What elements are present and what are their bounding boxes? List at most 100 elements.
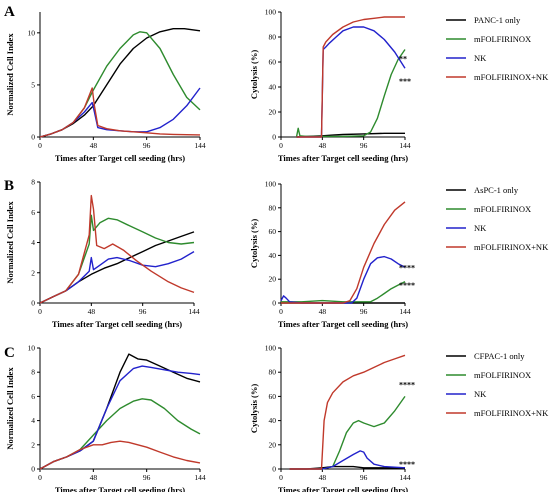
panel-letter-b: B [4,178,14,194]
series-line-mfolfirinox-nk [39,194,195,304]
series-line-mfolfirinox [281,280,406,303]
x-axis-title: Times after Target cell seeding (hrs) [52,319,182,329]
x-tick-label: 96 [143,473,151,482]
legends-layer: PANC-1 onlymFOLFIRINOXNKmFOLFIRINOX+NKAs… [446,15,549,418]
series-line-mfolfirinox-nk [39,440,201,470]
y-tick-label: 0 [31,133,35,142]
series-line-nk [289,450,406,470]
significance-annotation: **** [399,281,415,290]
y-tick-label: 20 [269,108,277,117]
chart-4: 0 48 96 144 0 20 40 60 80 100 Times after Target c… [249,180,415,330]
significance-annotation: **** [399,460,415,469]
chart-6: 0 48 96 144 0 20 40 60 80 100 Times after Target c… [249,344,415,492]
series-line-nk [39,87,201,138]
y-axis-title: Cytolysis (%) [249,384,259,434]
x-tick-label: 48 [90,473,98,482]
legend-label: mFOLFIRINOX [474,34,531,44]
x-tick-label: 96 [360,473,368,482]
y-tick-label: 8 [31,178,35,187]
x-tick-label: 48 [319,141,327,150]
legend-a: PANC-1 only mFOLFIRINOX NK mFOLFIRINOX+NK [446,15,549,82]
chart-1: 0 48 96 144 0 5 10 Times after Target cell seed… [5,12,206,163]
y-tick-label: 100 [265,344,277,353]
y-tick-label: 20 [269,440,277,449]
legend-label: mFOLFIRINOX+NK [474,408,549,418]
series-line-mfolfirinox [295,49,406,138]
legend-label: NK [474,223,487,233]
x-axis-title: Times after Target cell seeding (hrs) [55,485,185,492]
x-tick-label: 96 [360,307,368,316]
significance-annotation: **** [399,380,415,389]
legend-c: CFPAC-1 only mFOLFIRINOX NK mFOLFIRINOX+NK [446,351,549,418]
series-line-mfolfirinox [39,31,201,138]
y-tick-label: 40 [269,416,277,425]
y-tick-label: 2 [31,440,35,449]
y-tick-label: 4 [31,416,35,425]
series-line-nk [280,255,406,304]
series-line-mfolfirinox-nk [289,354,406,470]
y-axis-title: Normalized Cell Index [5,201,15,284]
y-tick-label: 0 [31,465,35,474]
chart-2: 0 48 96 144 0 20 40 60 80 100 Times after Target c… [249,8,411,164]
series-line-nk [39,365,201,470]
legend-label: mFOLFIRINOX+NK [474,72,549,82]
series-line-mfolfirinox-nk [281,201,406,304]
y-tick-label: 10 [28,344,36,353]
x-tick-label: 144 [188,307,200,316]
legend-label: PANC-1 only [474,15,521,25]
y-tick-label: 6 [31,208,35,217]
y-axis-title: Cytolysis (%) [249,50,259,100]
x-tick-label: 144 [194,141,206,150]
x-tick-label: 48 [88,307,96,316]
panel-letter-c: C [4,345,15,361]
x-tick-label: 96 [139,307,147,316]
y-tick-label: 0 [272,133,276,142]
x-tick-label: 48 [319,473,327,482]
y-tick-label: 0 [31,299,35,308]
y-axis-title: Cytolysis (%) [249,219,259,269]
y-tick-label: 0 [272,465,276,474]
y-tick-label: 40 [269,83,277,92]
x-axis-title: Times after Target cell seeding (hrs) [278,485,408,492]
x-axis-title: Times after Target cell seeding (hrs) [55,153,185,163]
y-axis-title: Normalized Cell Index [5,367,15,450]
x-tick-label: 48 [319,307,327,316]
x-tick-label: 144 [399,307,411,316]
y-tick-label: 10 [28,28,36,37]
y-tick-label: 80 [269,33,277,42]
legend-b: AsPC-1 only mFOLFIRINOX NK mFOLFIRINOX+NK [446,185,549,252]
x-tick-label: 48 [90,141,98,150]
legend-label: mFOLFIRINOX [474,204,531,214]
y-tick-label: 6 [31,392,35,401]
y-axis-title: Normalized Cell Index [5,33,15,116]
significance-annotation: ** [399,54,407,63]
y-tick-label: 20 [269,275,277,284]
series-line-mfolfirinox-nk [296,16,405,138]
chart-3: 0 48 96 144 0 2 4 6 8 Times after Target cell see… [5,178,200,330]
y-tick-label: 100 [265,180,277,189]
y-tick-label: 60 [269,58,277,67]
y-tick-label: 100 [265,8,277,17]
x-tick-label: 144 [194,473,206,482]
y-tick-label: 2 [31,268,35,277]
x-axis-title: Times after Target cell seeding (hrs) [278,153,408,163]
legend-label: mFOLFIRINOX+NK [474,242,549,252]
x-tick-label: 0 [279,141,283,150]
x-tick-label: 96 [360,141,368,150]
x-tick-label: 144 [399,141,411,150]
significance-annotation: **** [399,263,415,272]
legend-label: CFPAC-1 only [474,351,525,361]
x-axis-title: Times after Target cell seeding (hrs) [278,319,408,329]
x-tick-label: 144 [399,473,411,482]
legend-label: NK [474,53,487,63]
x-tick-label: 0 [38,307,42,316]
y-tick-label: 60 [269,227,277,236]
legend-label: AsPC-1 only [474,185,519,195]
series-line-nk [39,250,195,304]
x-tick-label: 0 [38,473,42,482]
significance-annotation: *** [399,77,411,86]
legend-label: NK [474,389,487,399]
y-tick-label: 0 [272,299,276,308]
